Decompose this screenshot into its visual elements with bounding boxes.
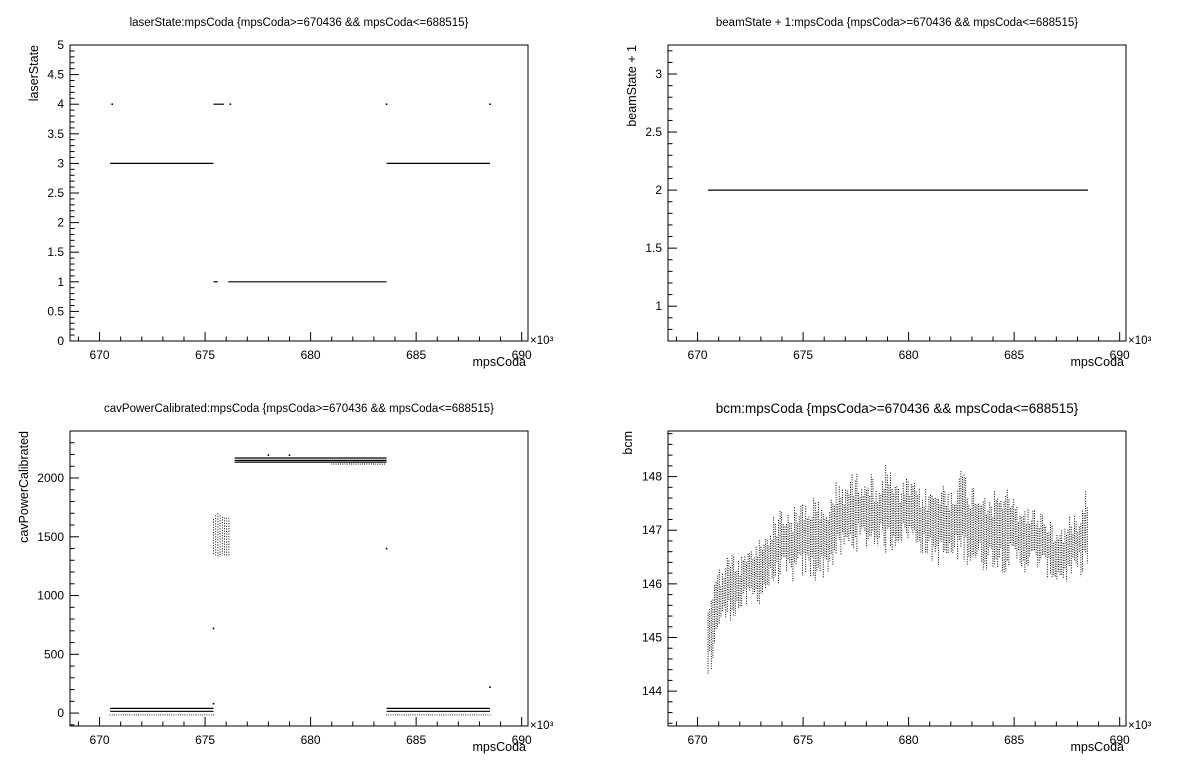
plot-frame xyxy=(667,430,1127,727)
x-exponent-label: ×10³ xyxy=(1128,335,1152,347)
x-tick-label: 685 xyxy=(406,348,426,362)
x-tick-label: 675 xyxy=(195,733,215,747)
data-band xyxy=(109,714,214,716)
beamstate-plot: beamState + 1:mpsCoda {mpsCoda>=670436 &… xyxy=(625,17,1152,369)
x-axis-label: mpsCoda xyxy=(473,355,527,369)
y-axis-label: cavPowerCalibrated xyxy=(17,431,31,543)
x-tick-label: 670 xyxy=(90,348,110,362)
y-tick-label: 2.5 xyxy=(645,125,662,139)
x-tick-label: 690 xyxy=(1110,733,1130,747)
x-tick-label: 690 xyxy=(512,733,532,747)
data-point xyxy=(212,702,215,705)
y-axis-label: beamState + 1 xyxy=(625,45,639,127)
plot-title: bcm:mpsCoda {mpsCoda>=670436 && mpsCoda<… xyxy=(716,401,1079,416)
x-tick-label: 685 xyxy=(1004,348,1024,362)
y-tick-label: 148 xyxy=(642,470,662,484)
y-tick-label: 3 xyxy=(57,156,64,170)
y-tick-label: 5 xyxy=(57,38,64,52)
y-tick-label: 2000 xyxy=(37,471,64,485)
data-point xyxy=(229,103,232,105)
y-tick-label: 2 xyxy=(655,183,662,197)
y-tick-label: 2.5 xyxy=(47,186,64,200)
data-band xyxy=(213,513,230,558)
y-tick-label: 3 xyxy=(655,67,662,81)
y-tick-label: 3.5 xyxy=(47,127,64,141)
y-tick-label: 1 xyxy=(57,275,64,289)
y-tick-label: 146 xyxy=(642,577,662,591)
plot-title: laserState:mpsCoda {mpsCoda>=670436 && m… xyxy=(130,17,469,29)
y-tick-label: 0 xyxy=(57,706,64,720)
data-band xyxy=(331,463,385,466)
y-tick-label: 1 xyxy=(655,299,662,313)
plot-frame xyxy=(667,44,1127,342)
x-tick-label: 680 xyxy=(301,348,321,362)
plot-frame xyxy=(69,44,529,342)
y-tick-label: 145 xyxy=(642,631,662,645)
data-point xyxy=(212,627,215,630)
y-tick-label: 0 xyxy=(57,334,64,348)
x-exponent-label: ×10³ xyxy=(530,720,554,732)
data-point xyxy=(489,686,491,689)
data-point xyxy=(489,103,491,105)
y-tick-label: 1.5 xyxy=(645,241,662,255)
data-point xyxy=(288,454,291,456)
y-tick-label: 0.5 xyxy=(47,304,64,318)
x-axis-label: mpsCoda xyxy=(1071,355,1125,369)
x-tick-label: 670 xyxy=(688,733,708,747)
y-tick-label: 1500 xyxy=(37,530,64,544)
x-tick-label: 675 xyxy=(793,733,813,747)
y-axis-label: laserState xyxy=(27,45,41,101)
plot-title: beamState + 1:mpsCoda {mpsCoda>=670436 &… xyxy=(716,17,1078,29)
x-tick-label: 685 xyxy=(1004,733,1024,747)
bcm-plot: bcm:mpsCoda {mpsCoda>=670436 && mpsCoda<… xyxy=(621,401,1152,754)
x-tick-label: 685 xyxy=(406,733,426,747)
y-tick-label: 144 xyxy=(642,684,662,698)
laserstate-plot: laserState:mpsCoda {mpsCoda>=670436 && m… xyxy=(27,17,554,369)
cavpower-plot: cavPowerCalibrated:mpsCoda {mpsCoda>=670… xyxy=(17,403,554,754)
x-tick-label: 675 xyxy=(793,348,813,362)
x-axis-label: mpsCoda xyxy=(1071,740,1125,754)
x-tick-label: 680 xyxy=(899,733,919,747)
x-tick-label: 670 xyxy=(688,348,708,362)
y-tick-label: 4.5 xyxy=(47,68,64,82)
bcm-scatter xyxy=(707,464,1088,674)
x-axis-label: mpsCoda xyxy=(473,740,527,754)
x-tick-label: 680 xyxy=(899,348,919,362)
y-tick-label: 4 xyxy=(57,97,64,111)
y-tick-label: 2 xyxy=(57,216,64,230)
data-point xyxy=(267,454,270,456)
x-tick-label: 675 xyxy=(195,348,215,362)
x-exponent-label: ×10³ xyxy=(1128,720,1152,732)
data-band xyxy=(386,714,491,716)
y-tick-label: 1000 xyxy=(37,589,64,603)
y-tick-label: 147 xyxy=(642,523,662,537)
x-tick-label: 670 xyxy=(90,733,110,747)
data-point xyxy=(385,547,388,550)
x-tick-label: 690 xyxy=(1110,348,1130,362)
y-tick-label: 500 xyxy=(44,647,64,661)
y-axis-label: bcm xyxy=(621,431,635,455)
data-point xyxy=(111,103,114,105)
data-point xyxy=(385,103,388,105)
plot-title: cavPowerCalibrated:mpsCoda {mpsCoda>=670… xyxy=(104,403,494,415)
x-tick-label: 680 xyxy=(301,733,321,747)
plot-frame xyxy=(69,430,529,727)
x-tick-label: 690 xyxy=(512,348,532,362)
y-tick-label: 1.5 xyxy=(47,245,64,259)
x-exponent-label: ×10³ xyxy=(530,335,554,347)
